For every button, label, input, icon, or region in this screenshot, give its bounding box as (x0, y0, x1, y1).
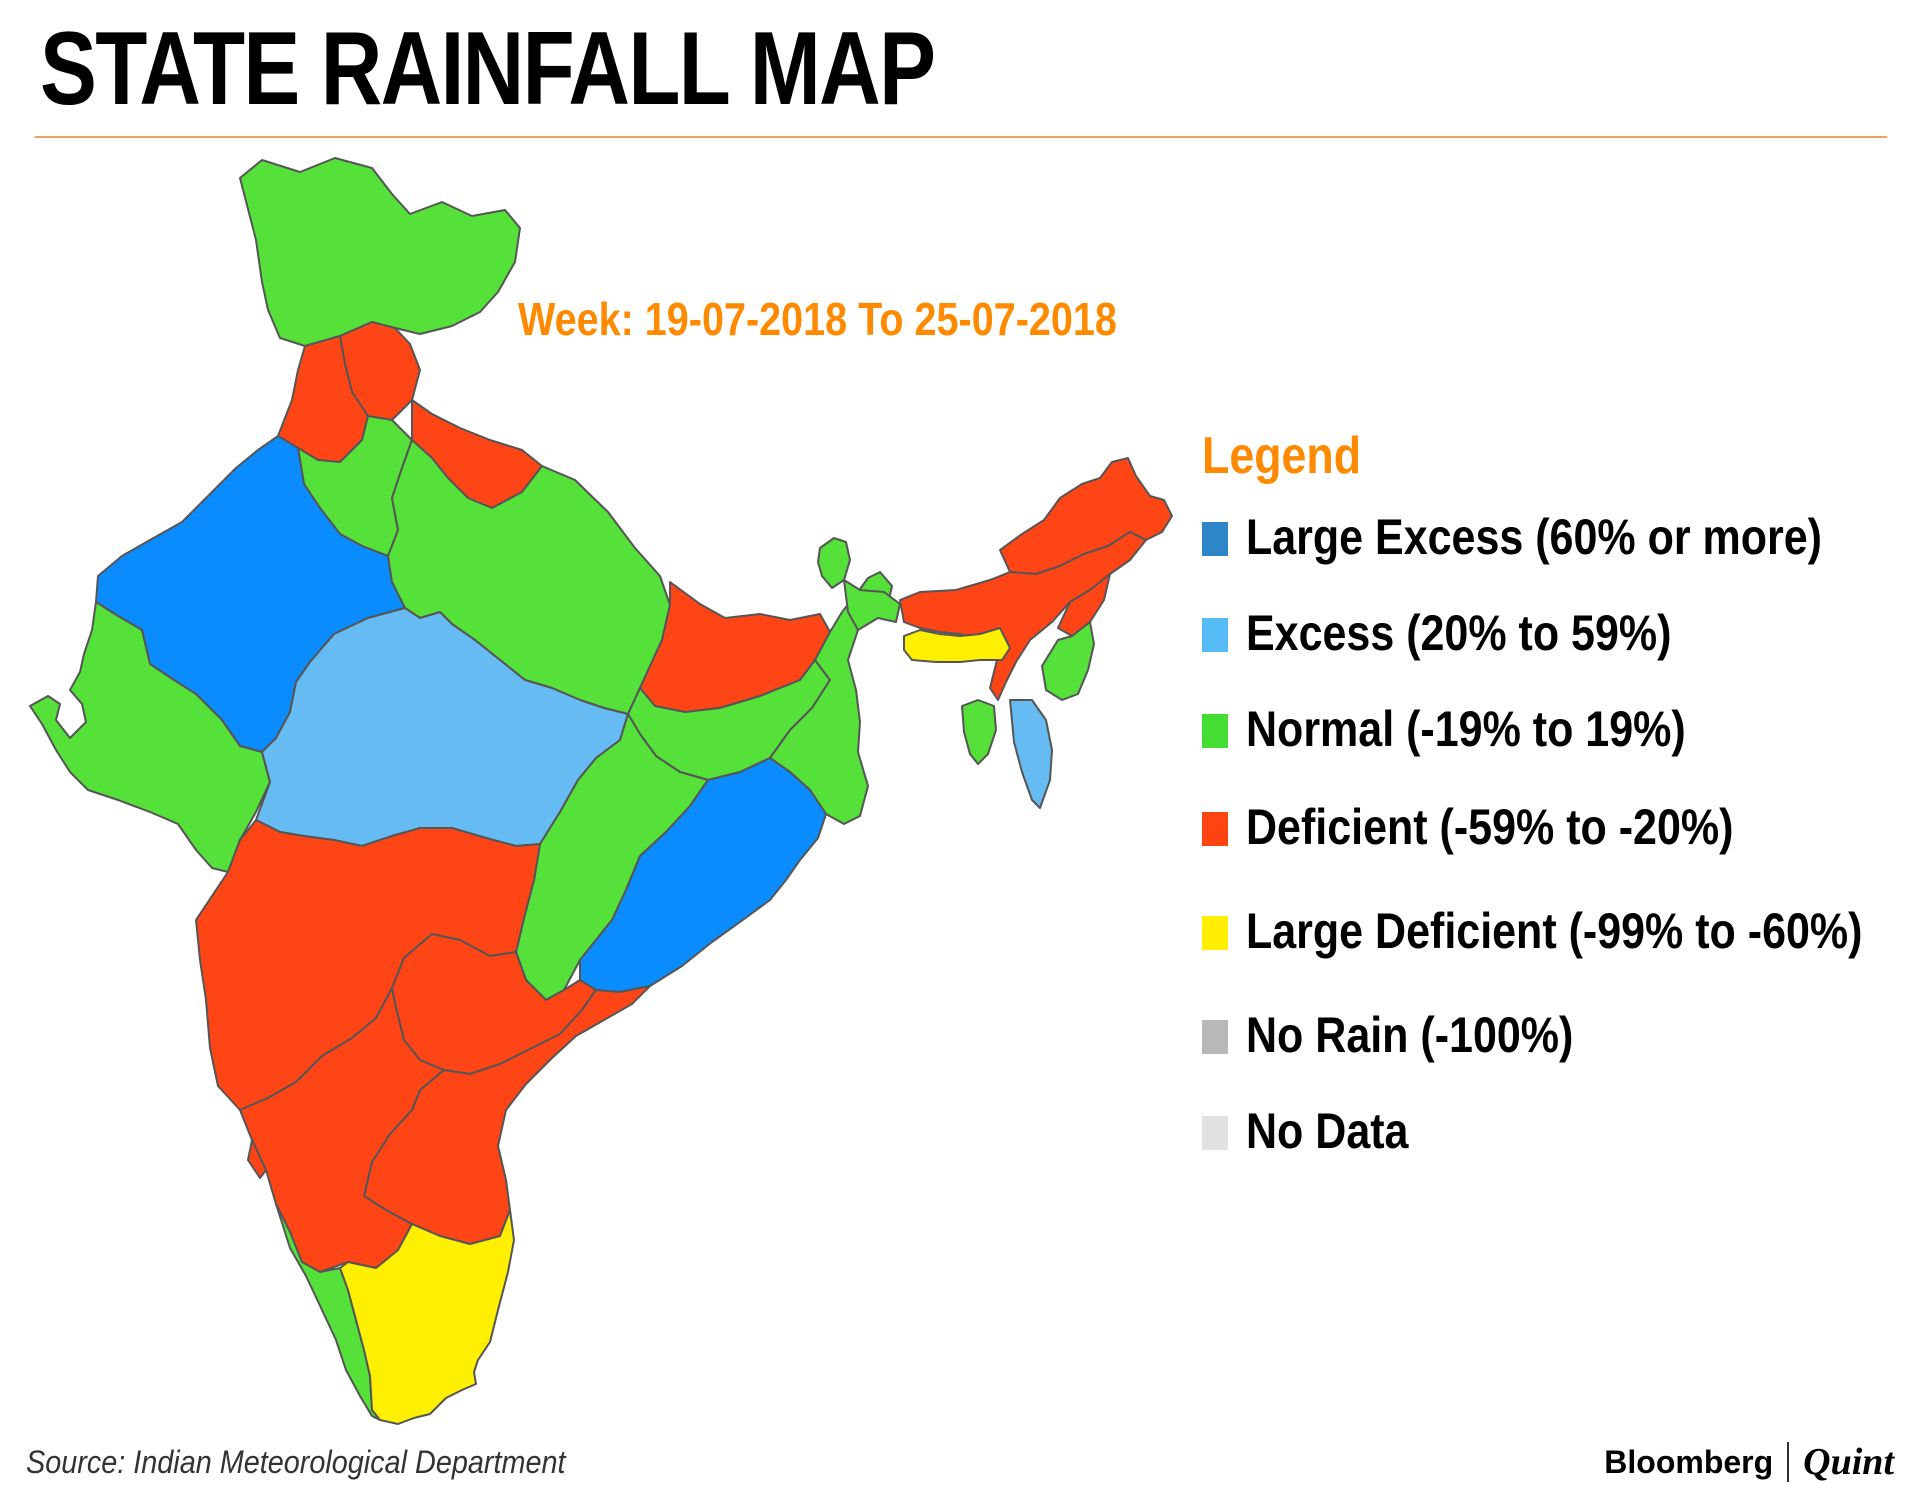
region-meghalaya (903, 627, 1011, 663)
legend-label: Excess (20% to 59%) (1246, 605, 1672, 661)
region-north-bengal (843, 579, 901, 631)
legend-label: Normal (-19% to 19%) (1246, 701, 1686, 757)
legend-swatch (1202, 1116, 1228, 1150)
india-rainfall-map (29, 157, 1173, 1425)
legend-swatch (1202, 1020, 1228, 1054)
legend-title: Legend (1202, 427, 1362, 485)
region-west-bengal (769, 571, 893, 825)
brand-name-bloomberg: Bloomberg (1604, 1443, 1774, 1480)
region-manipur (1041, 621, 1095, 701)
legend-swatch (1202, 522, 1228, 556)
brand-name-quint: Quint (1803, 1441, 1894, 1483)
region-tripura (961, 699, 997, 765)
legend-item-deficient: Deficient (-59% to -20%) (1198, 798, 1918, 858)
title-divider (35, 136, 1887, 138)
legend-label: Deficient (-59% to -20%) (1246, 799, 1734, 855)
legend-label: Large Excess (60% or more) (1246, 509, 1822, 565)
legend-swatch (1202, 812, 1228, 846)
legend-swatch (1202, 618, 1228, 652)
region-tamil-nadu (339, 1209, 515, 1425)
legend-item-no-rain: No Rain (-100%) (1198, 1006, 1918, 1066)
region-odisha (579, 757, 827, 993)
region-chhattisgarh (515, 713, 709, 1001)
legend-item-large-deficient: Large Deficient (-99% to -60%) (1198, 902, 1918, 962)
legend-item-normal: Normal (-19% to 19%) (1198, 700, 1918, 760)
map-title: STATE RAINFALL MAP (40, 11, 936, 127)
legend-item-excess: Excess (20% to 59%) (1198, 604, 1918, 664)
region-nagaland (1057, 573, 1111, 637)
legend-item-large-excess: Large Excess (60% or more) (1198, 508, 1918, 568)
week-range: Week: 19-07-2018 To 25-07-2018 (518, 293, 1117, 345)
legend-label: Large Deficient (-99% to -60%) (1246, 903, 1863, 959)
legend-item-no-data: No Data (1198, 1102, 1918, 1162)
brand-divider (1787, 1442, 1790, 1482)
region-goa (247, 1139, 267, 1179)
legend-swatch (1202, 714, 1228, 748)
region-gujarat (29, 601, 271, 873)
legend-label: No Data (1246, 1103, 1409, 1159)
region-jammu-kashmir (239, 157, 521, 347)
source-note: Source: Indian Meteorological Department (26, 1444, 566, 1480)
region-mizoram (1009, 699, 1053, 809)
legend-swatch (1202, 916, 1228, 950)
legend-label: No Rain (-100%) (1246, 1007, 1574, 1063)
brand-logo: Bloomberg Quint (1604, 1440, 1894, 1484)
